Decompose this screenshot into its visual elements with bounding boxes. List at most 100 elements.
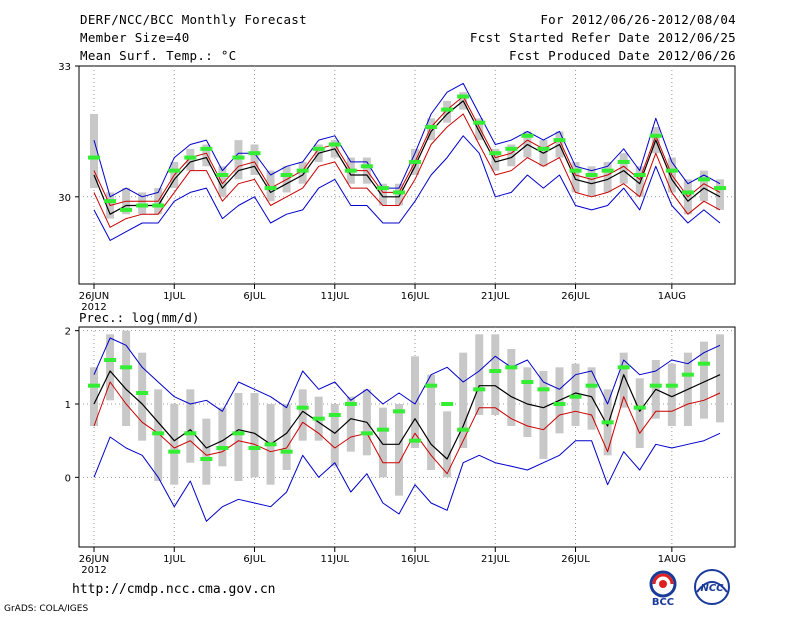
prec-spread-box <box>218 407 227 467</box>
temp-spread-box <box>427 118 436 141</box>
temp-spread-box <box>234 140 243 180</box>
temp-xtick-label: 26JUN <box>79 291 109 302</box>
prec-spread-box <box>667 363 676 426</box>
prec-obs-marker <box>152 431 165 436</box>
prec-obs-marker <box>360 431 373 436</box>
temp-obs-marker <box>505 146 518 151</box>
prec-obs-marker <box>537 387 550 392</box>
temp-xtick-label: 1JUL <box>163 291 186 302</box>
prec-obs-marker <box>104 358 117 362</box>
prec-obs-marker <box>521 380 534 384</box>
prec-xtick-label: 6JUL <box>243 554 266 565</box>
temp-obs-marker <box>88 155 100 160</box>
temp-xtick-label: 11JUL <box>320 291 349 302</box>
temp-obs-marker <box>489 151 502 156</box>
prec-spread-box <box>475 334 484 415</box>
temp-obs-marker <box>120 207 133 212</box>
prec-panel-title: Prec.: log(mm/d) <box>79 310 199 325</box>
prec-obs-marker <box>633 405 646 410</box>
temp-obs-marker <box>312 146 325 151</box>
prec-spread-box <box>539 371 548 459</box>
temp-obs-marker <box>697 177 710 182</box>
temp-spread-box <box>138 192 147 215</box>
temp-obs-marker <box>360 164 373 169</box>
temp-obs-marker <box>425 125 438 130</box>
temp-spread-box <box>571 161 580 193</box>
prec-xtick-label: 26JUL <box>561 554 590 565</box>
temp-year-label: 2012 <box>81 302 106 313</box>
figure-title: DERF/NCC/BCC Monthly Forecast <box>80 12 307 27</box>
temp-spread-box <box>202 144 211 167</box>
prec-obs-marker <box>441 402 454 406</box>
prec-spread-box <box>250 393 259 478</box>
temp-spread-box <box>603 161 612 193</box>
temp-mean-line <box>93 100 721 215</box>
temp-obs-marker <box>457 94 470 99</box>
prec-obs-marker <box>505 365 518 370</box>
temp-obs-marker <box>376 186 389 191</box>
temp-obs-marker <box>601 168 614 173</box>
temp-obs-marker <box>264 186 277 191</box>
prec-spread-box <box>507 349 516 426</box>
prec-spread-box <box>90 367 98 426</box>
ncc-logo-ring <box>694 569 730 605</box>
prec-ytick-label: 0 <box>65 473 71 484</box>
prec-max-line <box>93 337 721 412</box>
prec-obs-marker <box>376 427 389 432</box>
temp-spread-box <box>394 183 403 206</box>
prec-spread-box <box>716 334 724 423</box>
temp-obs-marker <box>441 107 454 112</box>
temp-obs-marker <box>152 203 165 208</box>
temp-spread-box <box>475 118 484 141</box>
temp-spread-box <box>186 148 195 171</box>
temp-xtick-label: 16JUL <box>401 291 430 302</box>
prec-obs-marker <box>425 383 438 388</box>
prec-obs-marker <box>553 402 566 406</box>
prec-xtick-label: 21JUL <box>481 554 510 565</box>
prec-mean-line <box>93 370 721 460</box>
prec-spread-box <box>234 393 243 481</box>
prec-spread-box <box>635 378 644 448</box>
prec-obs-marker <box>88 383 100 388</box>
temp-obs-marker <box>537 146 550 151</box>
source-url[interactable]: http://cmdp.ncc.cma.gov.cn <box>72 582 276 597</box>
temp-obs-marker <box>553 138 566 143</box>
prec-obs-marker <box>681 372 694 377</box>
prec-obs-marker <box>120 365 133 370</box>
temp-ytick-label: 30 <box>58 193 71 204</box>
prec-spread-box <box>378 407 387 478</box>
prec-spread-box <box>427 374 436 470</box>
prec-spread-box <box>443 411 452 478</box>
temp-spread-box <box>699 170 708 202</box>
temp-upper-line <box>93 96 721 206</box>
temp-obs-marker <box>585 173 598 177</box>
prec-spread-box <box>186 389 195 463</box>
temp-xtick-label: 6JUL <box>243 291 266 302</box>
temp-obs-marker <box>633 173 646 177</box>
prec-obs-marker <box>264 442 277 447</box>
prec-xtick-label: 1AUG <box>658 554 686 565</box>
temp-max-line <box>93 82 721 198</box>
temp-obs-marker <box>248 151 261 156</box>
temp-xtick-label: 21JUL <box>481 291 510 302</box>
prec-obs-marker <box>617 365 630 370</box>
prec-spread-box <box>282 404 291 470</box>
temp-spread-box <box>218 166 227 197</box>
prec-spread-box <box>619 352 628 408</box>
prec-xtick-label: 11JUL <box>320 554 349 565</box>
temp-spread-box <box>507 144 516 167</box>
prec-obs-marker <box>248 446 261 450</box>
prec-spread-box <box>587 367 596 430</box>
prec-obs-marker <box>409 438 422 443</box>
prec-obs-marker <box>457 427 470 432</box>
forecast-start-date: Fcst Started Refer Date 2012/06/25 <box>469 30 736 45</box>
temp-spread-box <box>266 170 275 202</box>
prec-spread-box <box>411 356 420 448</box>
prec-obs-marker <box>280 449 293 454</box>
temp-obs-marker <box>328 142 341 147</box>
prec-spread-box <box>699 341 708 419</box>
prec-spread-box <box>138 352 147 441</box>
temp-obs-marker <box>714 186 726 191</box>
prec-spread-box <box>122 330 131 426</box>
